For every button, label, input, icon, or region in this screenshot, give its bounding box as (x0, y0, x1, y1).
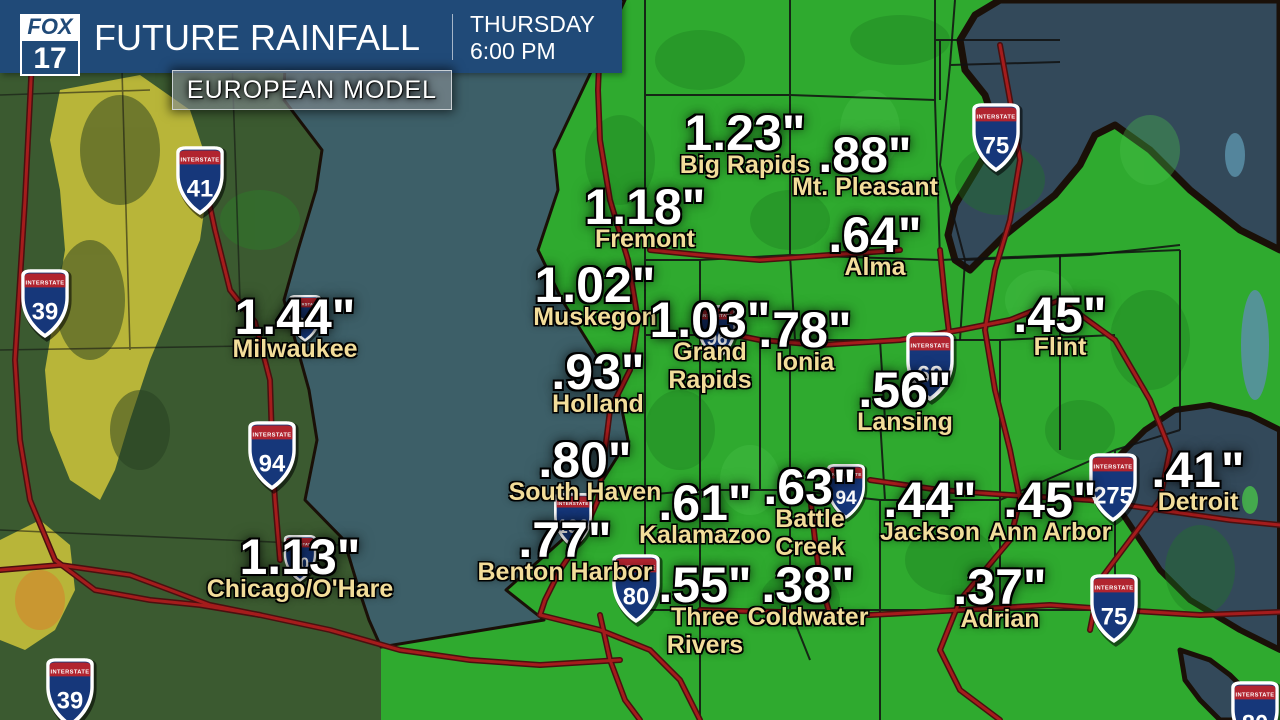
svg-text:75: 75 (983, 132, 1009, 159)
svg-text:39: 39 (57, 687, 83, 714)
svg-text:39: 39 (32, 298, 58, 325)
svg-text:41: 41 (187, 175, 213, 202)
svg-text:80: 80 (623, 583, 649, 610)
svg-text:80: 80 (1242, 710, 1268, 720)
svg-text:94: 94 (259, 450, 286, 477)
svg-text:75: 75 (1101, 603, 1127, 630)
